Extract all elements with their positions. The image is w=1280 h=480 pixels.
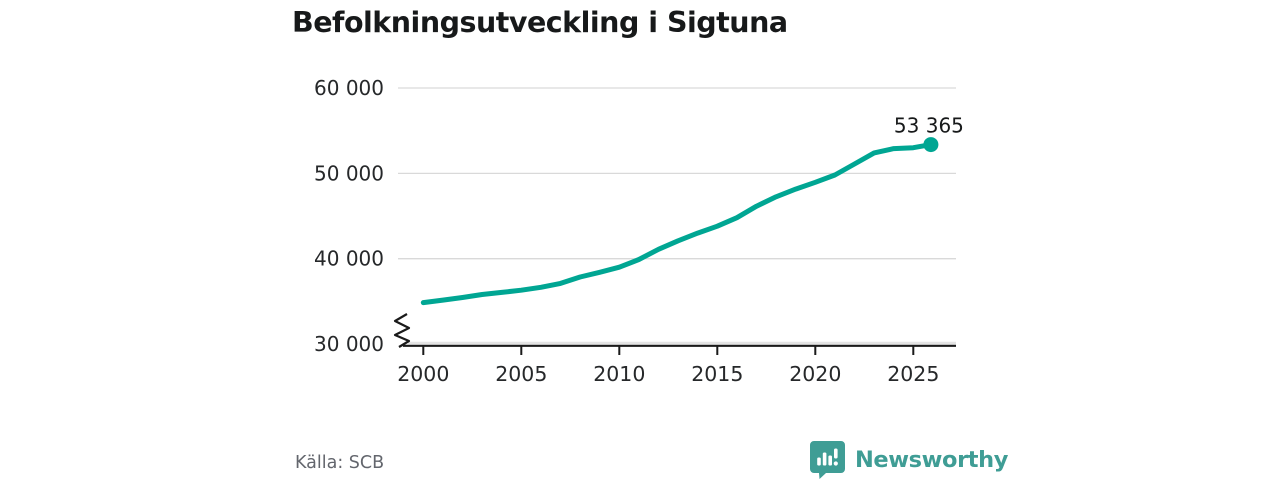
y-tick-label: 50 000 bbox=[314, 161, 384, 185]
latest-value-label: 53 365 bbox=[894, 114, 964, 138]
x-tick-label: 2005 bbox=[495, 362, 547, 386]
newsworthy-chart-bubble-icon bbox=[809, 440, 846, 479]
x-tick-label: 2010 bbox=[593, 362, 645, 386]
x-tick-label: 2020 bbox=[789, 362, 841, 386]
y-tick-label: 30 000 bbox=[314, 332, 384, 356]
chart-title: Befolkningsutveckling i Sigtuna bbox=[292, 6, 788, 39]
y-axis-break-icon bbox=[393, 313, 411, 348]
y-tick-label: 60 000 bbox=[314, 76, 384, 100]
newsworthy-logo: Newsworthy bbox=[809, 440, 1008, 479]
newsworthy-brand-name: Newsworthy bbox=[855, 446, 1009, 473]
x-tick-label: 2025 bbox=[887, 362, 939, 386]
source-note: Källa: SCB bbox=[295, 453, 385, 473]
y-tick-label: 40 000 bbox=[314, 247, 384, 271]
latest-point-marker bbox=[923, 137, 939, 153]
population-line bbox=[420, 142, 934, 306]
x-tick-label: 2000 bbox=[397, 362, 449, 386]
x-tick-label: 2015 bbox=[691, 362, 743, 386]
